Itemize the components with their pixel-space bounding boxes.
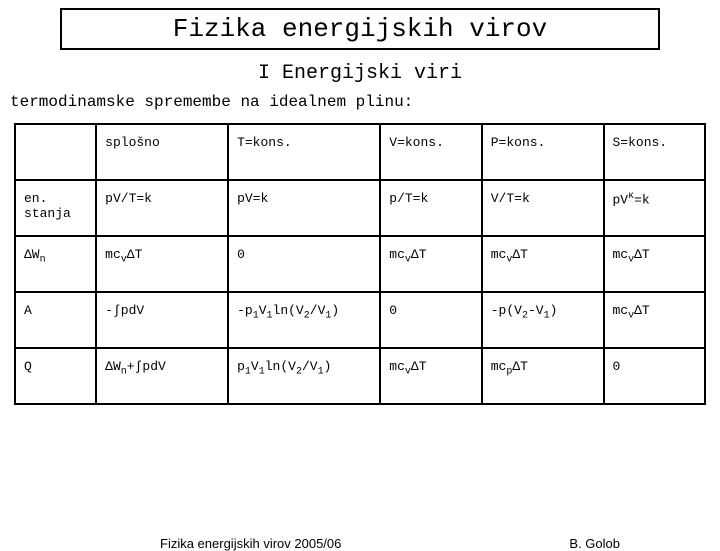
table-cell: p/T=k [380, 180, 481, 236]
table-cell: mcvΔT [96, 236, 228, 292]
footer-right: B. Golob [569, 536, 620, 551]
table-header-cell: T=kons. [228, 124, 380, 180]
table-header-cell: V=kons. [380, 124, 481, 180]
table-cell: ΔWn+∫pdV [96, 348, 228, 404]
table-cell: pV/T=k [96, 180, 228, 236]
table-header-cell: P=kons. [482, 124, 604, 180]
row-label: en. stanja [15, 180, 96, 236]
row-label: A [15, 292, 96, 348]
table-cell: mcvΔT [380, 236, 481, 292]
table-cell: -p1V1ln(V2/V1) [228, 292, 380, 348]
row-label: ΔWn [15, 236, 96, 292]
row-label: Q [15, 348, 96, 404]
footer-left: Fizika energijskih virov 2005/06 [160, 536, 341, 551]
table-cell: 0 [380, 292, 481, 348]
table-cell: pV=k [228, 180, 380, 236]
table-cell: mcvΔT [482, 236, 604, 292]
table-body: splošnoT=kons.V=kons.P=kons.S=kons.en. s… [15, 124, 705, 404]
table-row: en. stanjapV/T=kpV=kp/T=kV/T=kpVκ=k [15, 180, 705, 236]
table-cell: -∫pdV [96, 292, 228, 348]
subtitle: termodinamske spremembe na idealnem plin… [10, 93, 720, 111]
table-header-cell: S=kons. [604, 124, 706, 180]
table-header-cell [15, 124, 96, 180]
table-row: ΔWnmcvΔT0mcvΔTmcvΔTmcvΔT [15, 236, 705, 292]
table-cell: 0 [228, 236, 380, 292]
table-cell: pVκ=k [604, 180, 706, 236]
table-cell: mcvΔT [604, 292, 706, 348]
table-cell: mcvΔT [604, 236, 706, 292]
table-row: QΔWn+∫pdVp1V1ln(V2/V1)mcvΔTmcpΔT0 [15, 348, 705, 404]
table-cell: mcvΔT [380, 348, 481, 404]
page-title: Fizika energijskih virov [60, 8, 660, 50]
table-cell: 0 [604, 348, 706, 404]
table-cell: mcpΔT [482, 348, 604, 404]
table-header-cell: splošno [96, 124, 228, 180]
section-heading: I Energijski viri [0, 62, 720, 85]
table-cell: p1V1ln(V2/V1) [228, 348, 380, 404]
table-row: A-∫pdV-p1V1ln(V2/V1)0-p(V2-V1)mcvΔT [15, 292, 705, 348]
thermo-table: splošnoT=kons.V=kons.P=kons.S=kons.en. s… [14, 123, 706, 405]
table-cell: V/T=k [482, 180, 604, 236]
table-row: splošnoT=kons.V=kons.P=kons.S=kons. [15, 124, 705, 180]
table-cell: -p(V2-V1) [482, 292, 604, 348]
